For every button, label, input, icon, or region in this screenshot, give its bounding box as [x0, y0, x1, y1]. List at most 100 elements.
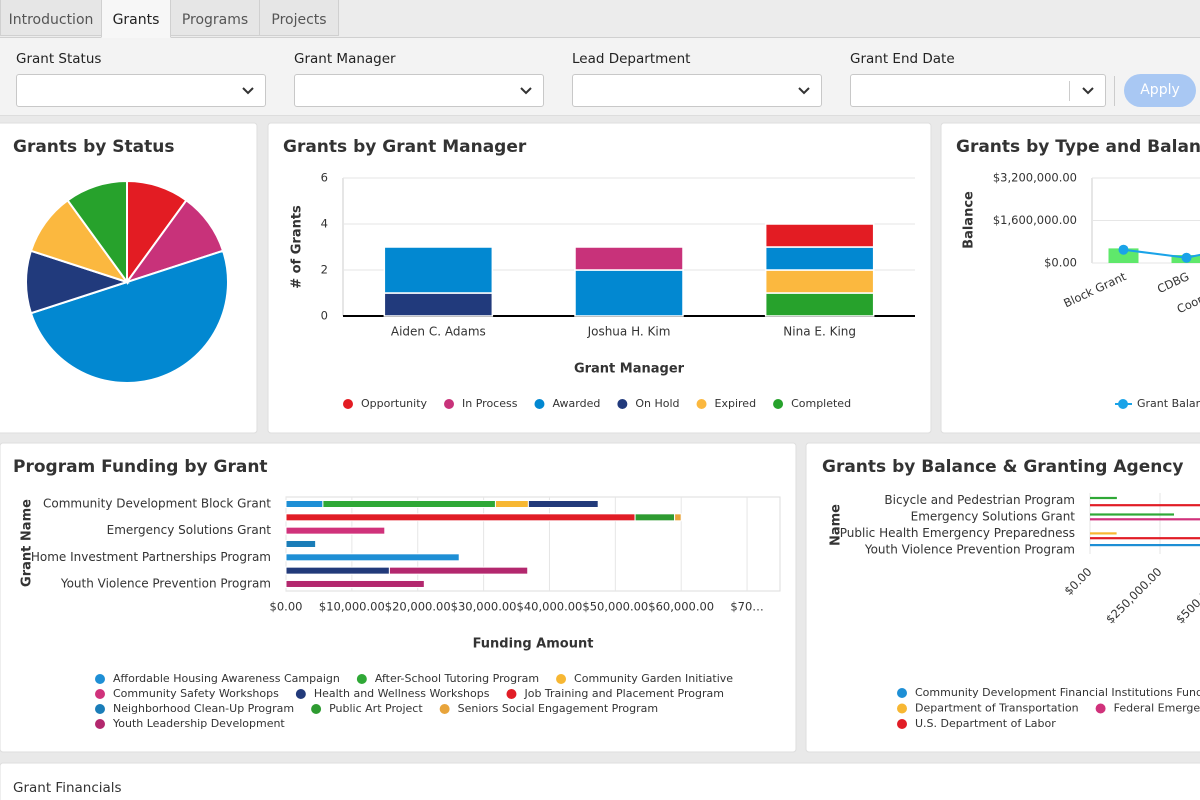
x-tick-label: $20,000.00 — [385, 600, 451, 614]
legend-dot — [773, 399, 783, 409]
y-tick-label: Emergency Solutions Grant — [107, 523, 272, 537]
y-tick-label: $0.00 — [1044, 256, 1077, 270]
chart-title: Grants by Grant Manager — [283, 137, 527, 157]
bar — [1090, 504, 1200, 506]
bar-segment — [286, 501, 323, 508]
legend-label: Grant Balanc — [1137, 397, 1200, 410]
tab-bar: Introduction Grants Programs Projects — [0, 0, 1200, 38]
x-axis-title: Funding Amount — [473, 637, 594, 652]
filter-select[interactable] — [16, 74, 266, 107]
x-tick-label: $50,000.00 — [582, 600, 648, 614]
legend-label: After-School Tutoring Program — [375, 672, 539, 685]
y-tick-label: 2 — [321, 263, 328, 277]
legend-dot — [444, 399, 454, 409]
chevron — [241, 86, 255, 96]
legend-dot — [1096, 704, 1106, 714]
legend-dot — [296, 689, 306, 699]
y-axis-title: Balance — [962, 191, 977, 249]
tab[interactable]: Projects — [259, 0, 339, 36]
bar — [1090, 537, 1200, 539]
y-tick-label: Emergency Solutions Grant — [911, 510, 1076, 524]
chart-title: Grants by Type and Balance — [956, 137, 1200, 157]
legend-dot — [897, 719, 907, 729]
legend-dot — [1118, 399, 1128, 409]
legend-dot — [95, 704, 105, 714]
filter-select[interactable] — [294, 74, 544, 107]
chart-title: Grants by Status — [13, 137, 174, 157]
legend-dot — [897, 688, 907, 698]
bar-segment — [635, 514, 675, 521]
legend-label: On Hold — [635, 397, 679, 410]
bar-segment — [766, 224, 874, 247]
bar — [1090, 513, 1174, 515]
bar — [1090, 518, 1200, 520]
y-tick-label: 4 — [321, 217, 328, 231]
bar-segment — [389, 567, 527, 574]
filter-label: Grant Status — [16, 51, 101, 67]
x-tick-label: $0.00 — [270, 600, 303, 614]
x-tick-label: Aiden C. Adams — [391, 325, 486, 339]
apply-button[interactable]: Apply — [1124, 74, 1196, 107]
date-select[interactable] — [850, 74, 1106, 107]
bar-segment — [384, 247, 492, 293]
x-tick-label: $70… — [730, 600, 763, 614]
line-point — [1182, 253, 1192, 263]
bar-segment — [495, 501, 528, 508]
legend-dot — [617, 399, 627, 409]
legend-label: Awarded — [552, 397, 600, 410]
bar-segment — [766, 293, 874, 316]
bar — [1090, 544, 1200, 546]
bar-segment — [528, 501, 598, 508]
legend-label: Community Garden Initiative — [574, 672, 733, 685]
y-tick-label: Home Investment Partnerships Program — [31, 550, 271, 564]
filter-label: Lead Department — [572, 51, 690, 67]
legend-dot — [534, 399, 544, 409]
chevron — [519, 86, 533, 96]
tab[interactable]: Programs — [170, 0, 260, 36]
legend-label: Youth Leadership Development — [112, 717, 285, 730]
legend-label: Expired — [715, 397, 757, 410]
bar-segment — [575, 270, 683, 316]
legend-label: Health and Wellness Workshops — [314, 687, 490, 700]
bar-segment — [286, 554, 459, 561]
line-point — [1119, 245, 1129, 255]
legend-label: Federal Emergency — [1114, 702, 1200, 715]
legend-dot — [357, 674, 367, 684]
bar-segment — [286, 514, 635, 521]
legend-dot — [897, 704, 907, 714]
legend-dot — [697, 399, 707, 409]
bar-segment — [286, 567, 389, 574]
divider — [1069, 81, 1070, 101]
bar-segment — [286, 527, 385, 534]
filter-select[interactable] — [572, 74, 822, 107]
y-axis-title: Grant Name — [20, 499, 35, 587]
x-tick-label: $10,000.00 — [319, 600, 385, 614]
legend-dot — [343, 399, 353, 409]
legend-label: Community Safety Workshops — [113, 687, 279, 700]
legend-dot — [440, 704, 450, 714]
legend-dot — [95, 674, 105, 684]
panel — [941, 123, 1200, 433]
legend-dot — [311, 704, 321, 714]
x-tick-label: Joshua H. Kim — [587, 325, 671, 339]
bar-segment — [384, 293, 492, 316]
legend-label: U.S. Department of Labor — [915, 717, 1056, 730]
chart-title: Program Funding by Grant — [13, 457, 268, 477]
bar-segment — [766, 270, 874, 293]
bar-segment — [286, 580, 424, 587]
y-tick-label: Youth Violence Prevention Program — [60, 576, 271, 590]
tab-active[interactable]: Grants — [101, 0, 171, 38]
legend-label: Community Development Financial Institut… — [915, 686, 1200, 699]
legend-dot — [506, 689, 516, 699]
x-tick-label: $30,000.00 — [451, 600, 517, 614]
legend-label: Completed — [791, 397, 851, 410]
filter-label: Grant Manager — [294, 51, 396, 67]
legend-label: Neighborhood Clean-Up Program — [113, 702, 294, 715]
legend-label: Seniors Social Engagement Program — [458, 702, 658, 715]
y-axis-title: # of Grants — [290, 205, 305, 289]
divider — [1114, 76, 1115, 106]
tab[interactable]: Introduction — [0, 0, 102, 36]
bar — [1090, 532, 1117, 534]
